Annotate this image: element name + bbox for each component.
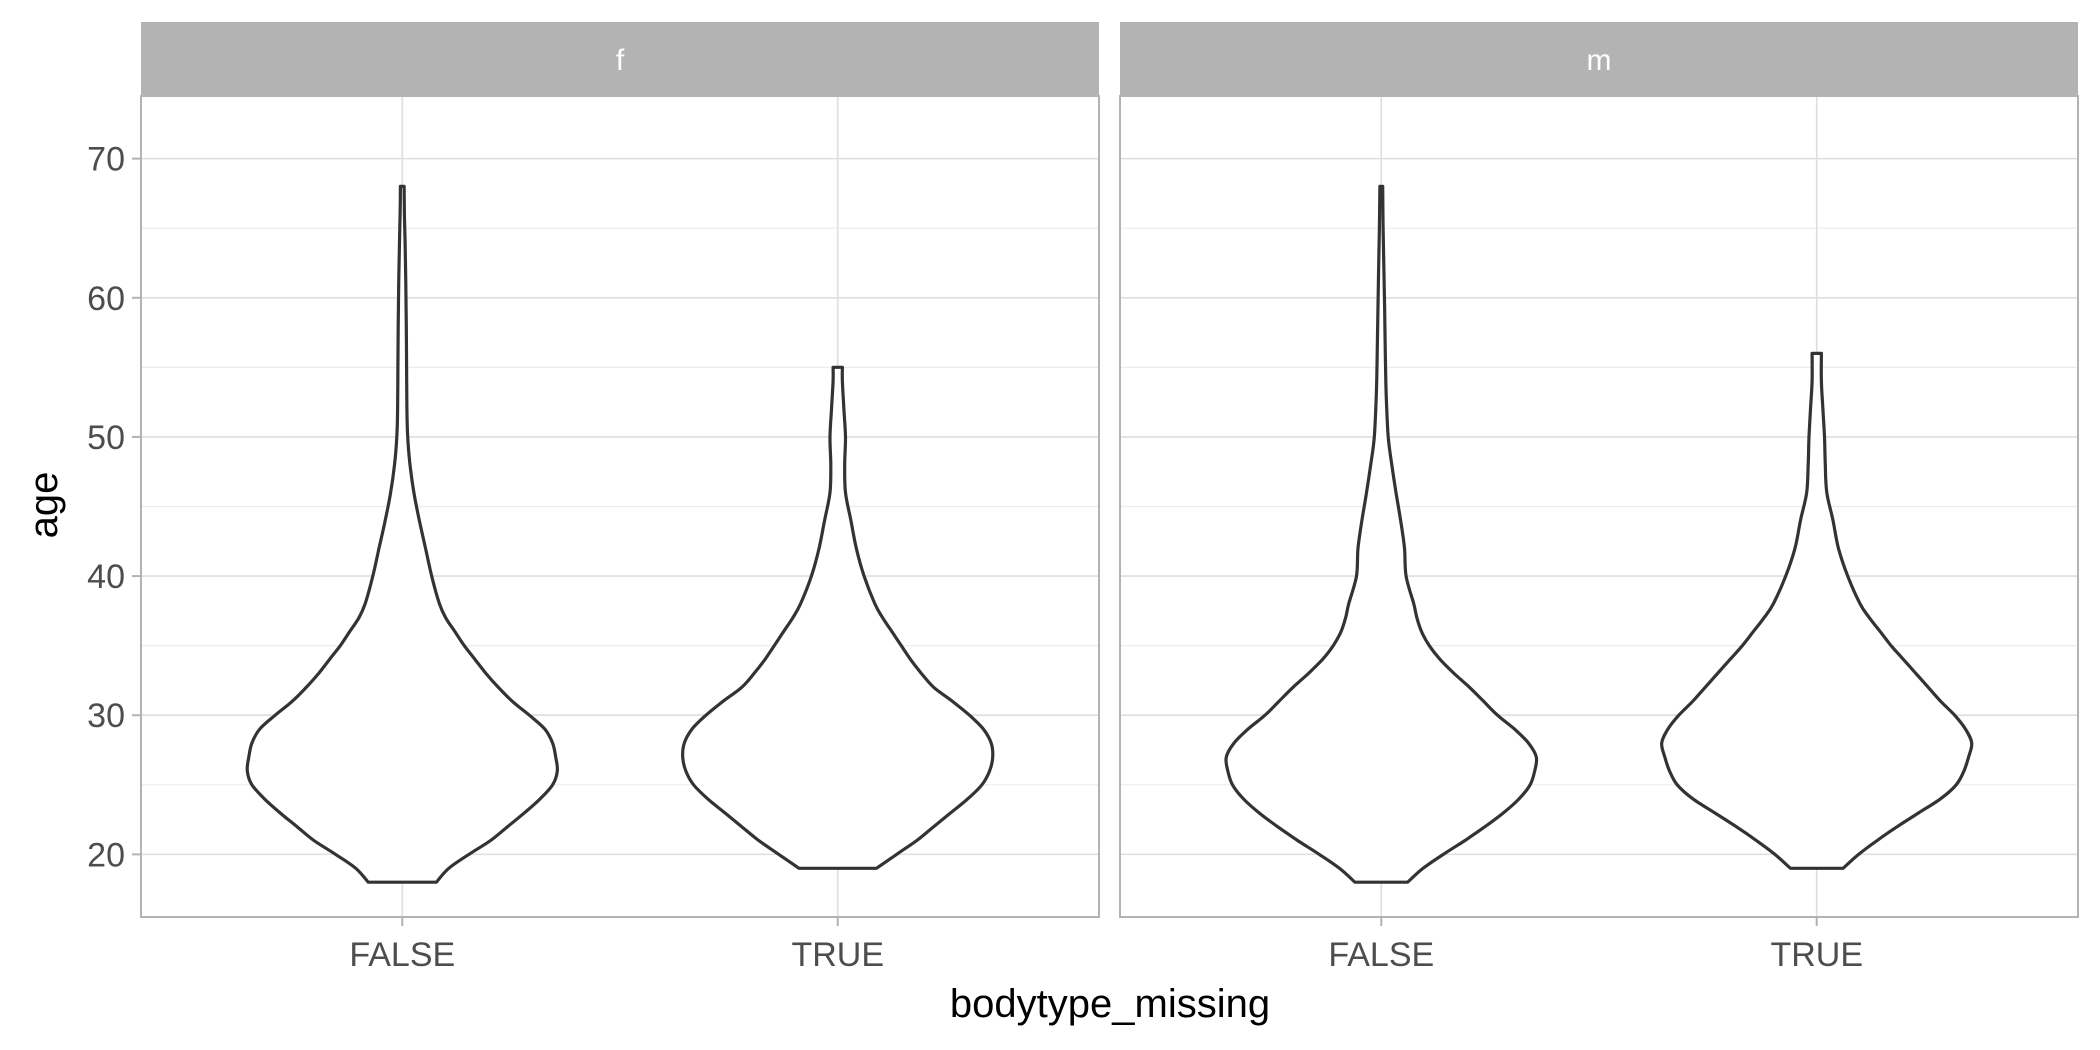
violin-m-false: [1224, 184, 1539, 884]
x-tick-label: FALSE: [1328, 936, 1434, 974]
x-tick-label: TRUE: [791, 936, 884, 974]
violin-m-true: [1660, 351, 1974, 870]
facet-panel-f: f FALSE TRUE 20 30 40 50 60 70: [87, 22, 1100, 974]
panel-border: [140, 95, 1100, 918]
panel-border: [1119, 95, 2079, 918]
facet-label: m: [1587, 44, 1612, 77]
violin-f-false: [245, 184, 560, 884]
x-tick-label: FALSE: [349, 936, 455, 974]
y-tick-label: 40: [87, 558, 125, 596]
y-tick-label: 30: [87, 697, 125, 735]
facet-label: f: [616, 44, 625, 77]
violin-f-true: [681, 365, 995, 870]
facet-strip: [1120, 22, 2078, 96]
y-tick-label: 50: [87, 419, 125, 457]
y-tick-label: 20: [87, 836, 125, 874]
facet-panel-m: m FALSE TRUE: [1119, 22, 2079, 974]
y-tick-label: 70: [87, 141, 125, 179]
x-axis-title: bodytype_missing: [950, 982, 1270, 1026]
facet-strip: [141, 22, 1099, 96]
y-tick-label: 60: [87, 280, 125, 318]
facet-panels: f FALSE TRUE 20 30 40 50 60 70 m FALSE TRUE: [87, 22, 2079, 974]
x-tick-label: TRUE: [1770, 936, 1863, 974]
y-axis-title: age: [22, 472, 66, 539]
